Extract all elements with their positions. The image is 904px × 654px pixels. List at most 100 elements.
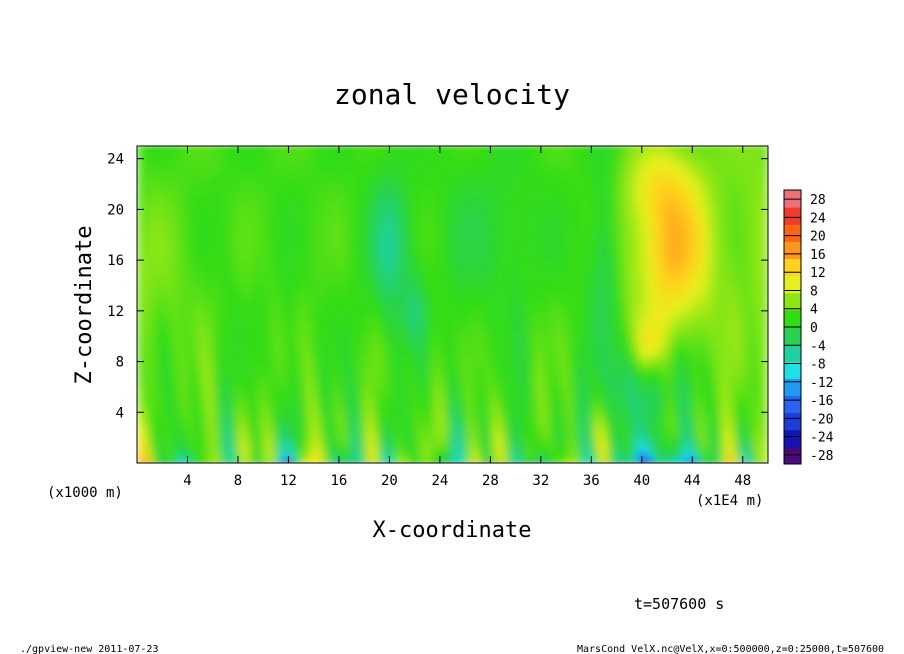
field-cell: [397, 323, 404, 331]
field-cell: [277, 304, 283, 312]
field-cell: [397, 291, 404, 299]
field-cell: [417, 456, 424, 463]
field-cell: [232, 361, 238, 369]
field-cell: [137, 418, 143, 426]
field-cell: [702, 285, 709, 293]
field-cell: [482, 279, 489, 287]
field-cell: [197, 443, 203, 451]
field-cell: [582, 234, 589, 242]
field-cell: [392, 329, 399, 337]
field-cell: [327, 399, 333, 407]
field-cell: [142, 386, 148, 394]
field-cell: [577, 348, 584, 356]
field-cell: [612, 291, 619, 299]
field-cell: [462, 234, 469, 242]
field-cell: [397, 450, 404, 458]
field-cell: [442, 241, 449, 249]
field-cell: [507, 361, 514, 369]
field-cell: [137, 374, 143, 382]
field-cell: [187, 450, 193, 458]
field-cell: [247, 279, 253, 287]
field-cell: [672, 418, 679, 426]
field-cell: [682, 412, 689, 420]
field-cell: [717, 405, 724, 413]
field-cell: [347, 355, 353, 363]
field-cell: [722, 348, 729, 356]
field-cell: [322, 443, 328, 451]
field-cell: [677, 399, 684, 407]
field-cell: [427, 241, 434, 249]
field-cell: [722, 412, 729, 420]
field-cell: [517, 279, 524, 287]
field-cell: [152, 380, 158, 388]
field-cell: [212, 228, 218, 236]
field-cell: [287, 361, 293, 369]
field-cell: [197, 298, 203, 306]
field-cell: [217, 361, 223, 369]
field-cell: [302, 412, 308, 420]
field-cell: [487, 336, 494, 344]
field-cell: [507, 367, 514, 375]
field-cell: [672, 304, 679, 312]
field-cell: [477, 431, 484, 439]
field-cell: [457, 431, 464, 439]
field-cell: [312, 348, 318, 356]
field-cell: [762, 348, 768, 356]
field-cell: [152, 336, 158, 344]
field-cell: [712, 241, 719, 249]
field-cell: [537, 310, 544, 318]
field-cell: [657, 304, 664, 312]
field-cell: [497, 342, 504, 350]
field-cell: [562, 424, 569, 432]
field-cell: [512, 380, 519, 388]
field-cell: [527, 450, 534, 458]
field-cell: [182, 450, 188, 458]
field-cell: [532, 241, 539, 249]
field-cell: [622, 380, 629, 388]
field-cell: [437, 443, 444, 451]
field-cell: [732, 418, 739, 426]
field-cell: [277, 234, 283, 242]
field-cell: [272, 374, 278, 382]
field-cell: [232, 234, 238, 242]
field-cell: [387, 260, 394, 268]
field-cell: [312, 342, 318, 350]
field-cell: [497, 310, 504, 318]
field-cell: [332, 260, 338, 268]
field-cell: [672, 456, 679, 463]
field-cell: [377, 405, 383, 413]
field-cell: [607, 323, 614, 331]
field-cell: [292, 209, 298, 217]
field-cell: [522, 374, 529, 382]
field-cell: [297, 260, 303, 268]
field-cell: [397, 241, 404, 249]
field-cell: [297, 228, 303, 236]
field-cell: [292, 437, 298, 445]
field-cell: [497, 405, 504, 413]
field-cell: [372, 266, 378, 274]
field-cell: [472, 418, 479, 426]
field-cell: [547, 272, 554, 280]
field-cell: [747, 222, 754, 230]
field-cell: [367, 348, 373, 356]
field-cell: [607, 279, 614, 287]
field-cell: [262, 298, 268, 306]
field-cell: [277, 329, 283, 337]
field-cell: [282, 209, 288, 217]
field-cell: [647, 304, 654, 312]
field-cell: [377, 253, 383, 261]
field-cell: [387, 209, 394, 217]
field-cell: [612, 234, 619, 242]
field-cell: [582, 241, 589, 249]
field-cell: [202, 456, 208, 463]
field-cell: [657, 247, 664, 255]
field-cell: [747, 285, 754, 293]
field-cell: [322, 342, 328, 350]
field-cell: [452, 291, 459, 299]
field-cell: [487, 386, 494, 394]
field-cell: [627, 285, 634, 293]
field-cell: [437, 310, 444, 318]
field-cell: [287, 279, 293, 287]
field-cell: [242, 437, 248, 445]
field-cell: [462, 253, 469, 261]
